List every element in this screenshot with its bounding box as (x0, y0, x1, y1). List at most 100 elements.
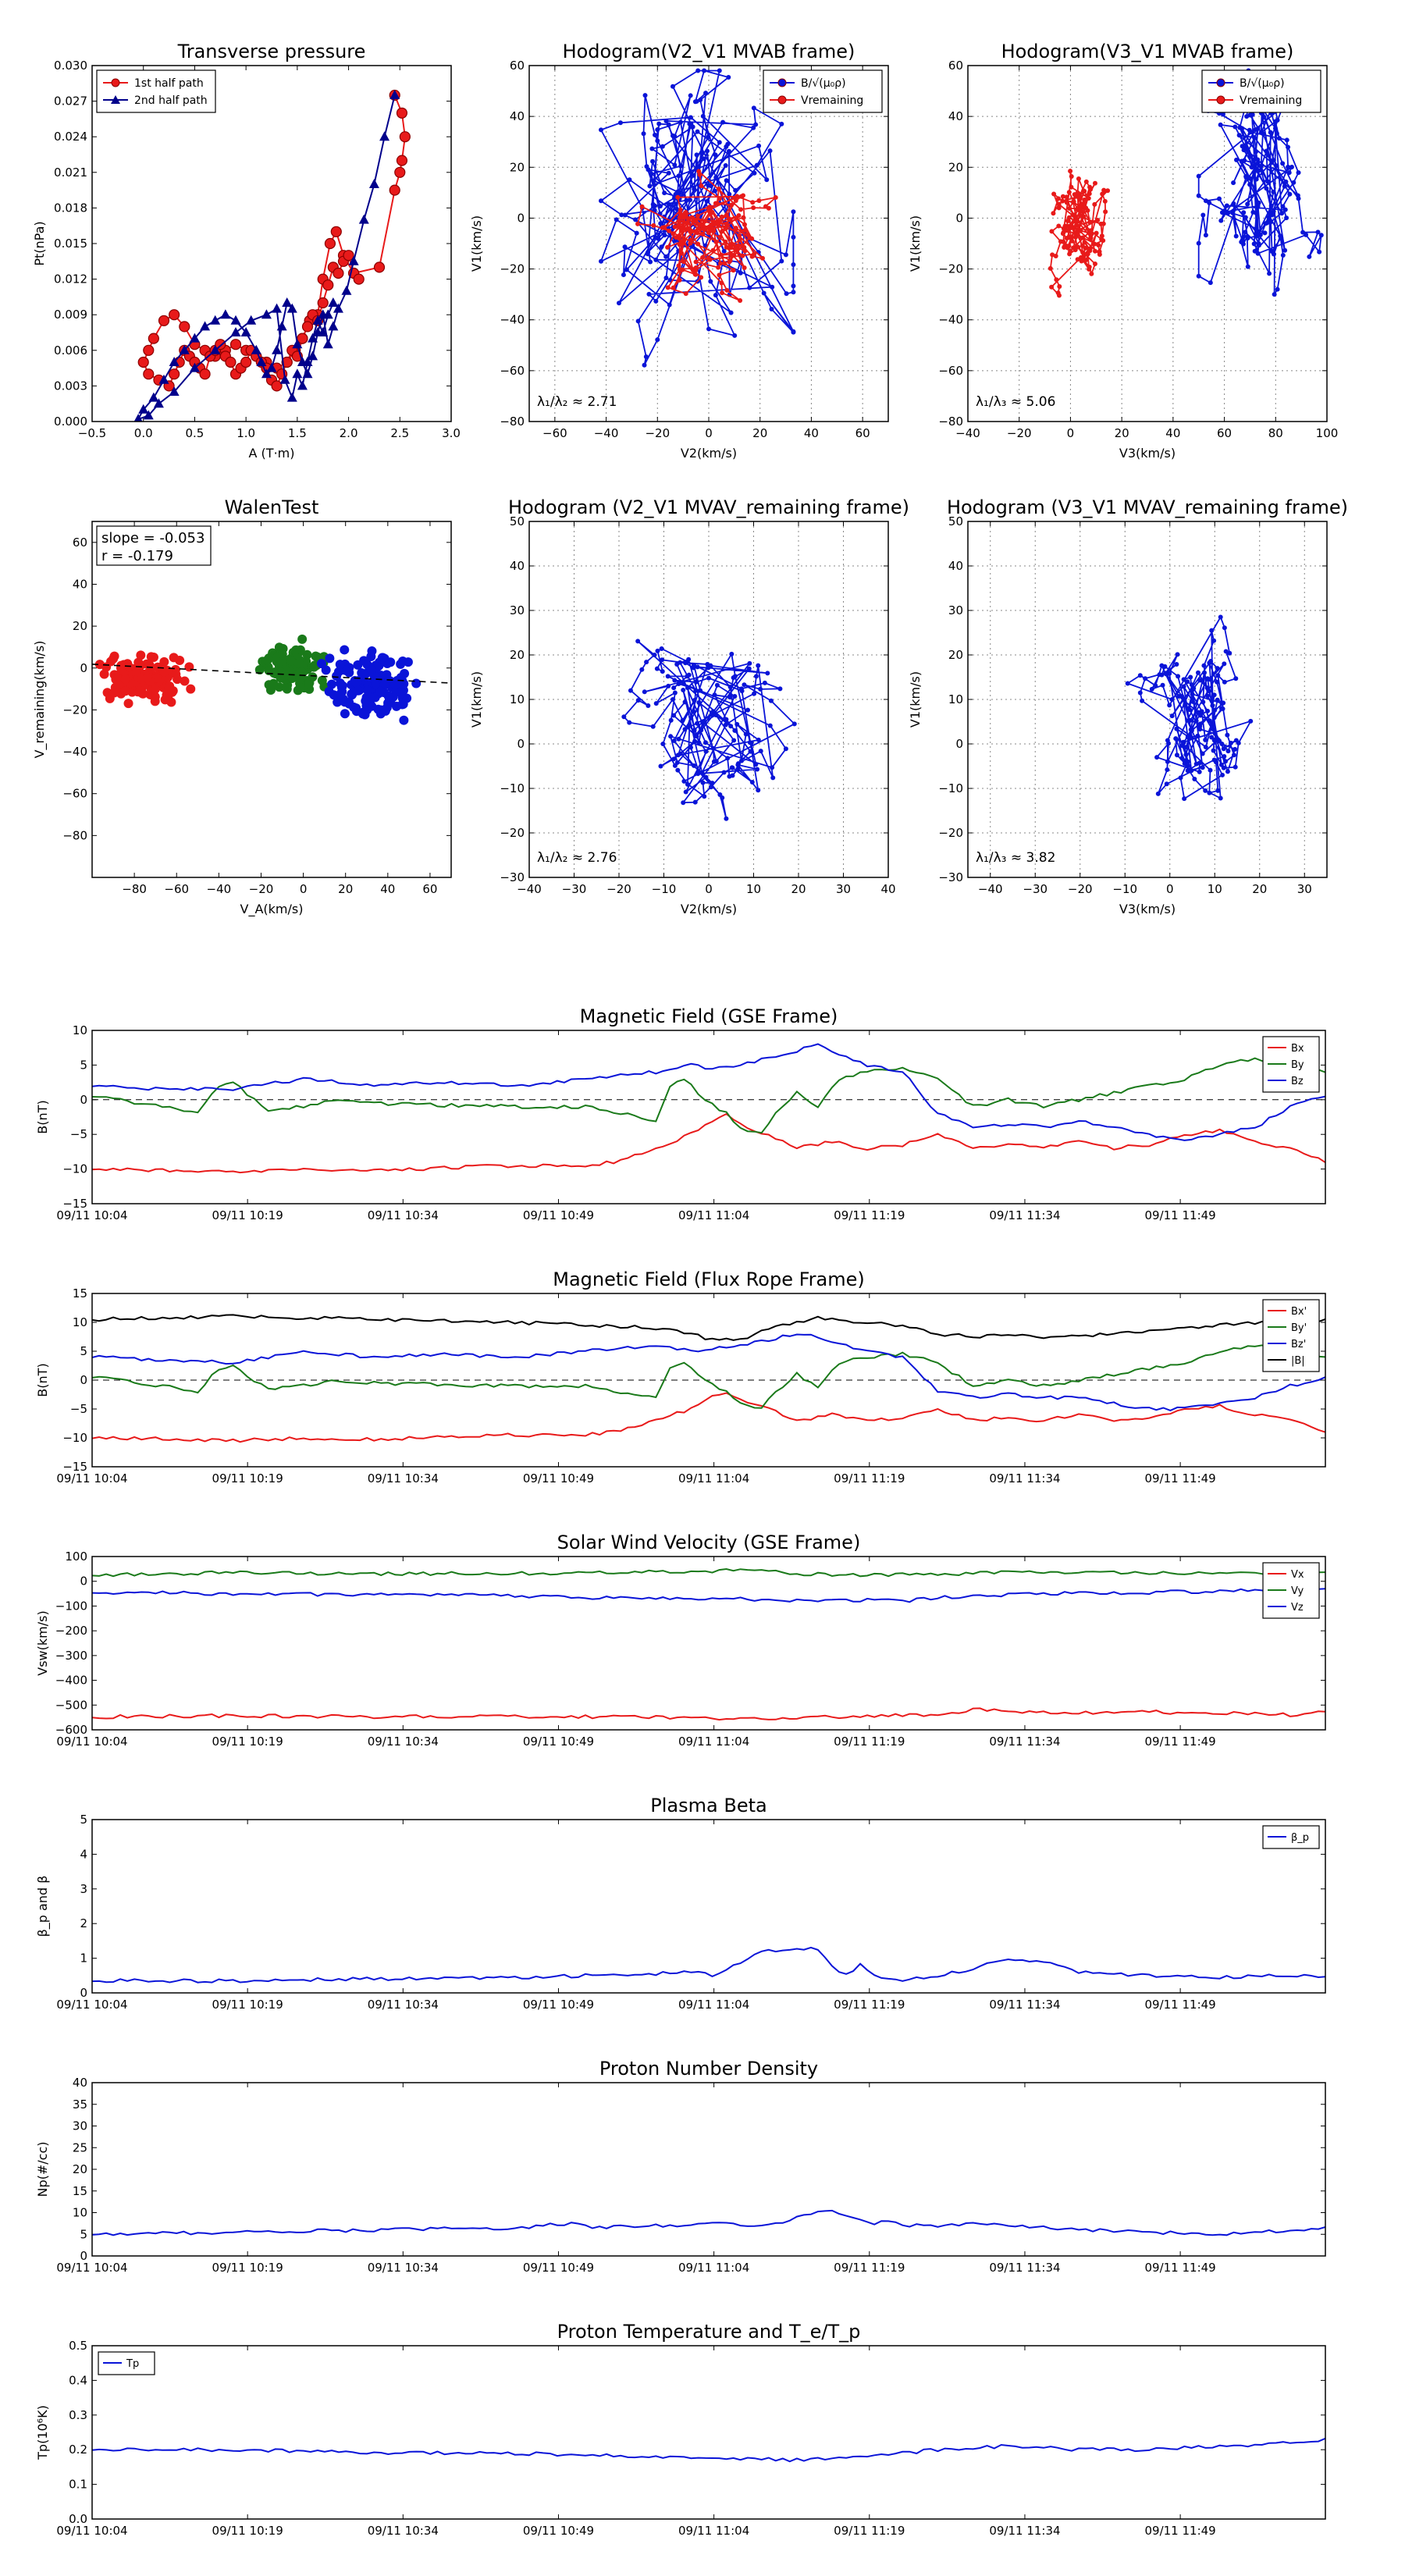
data-point (678, 119, 683, 125)
data-point (1245, 264, 1250, 269)
legend-entry: Bz (1291, 1076, 1304, 1087)
y-tick-label: 0 (80, 661, 87, 675)
data-point (1195, 733, 1200, 738)
data-point (699, 728, 704, 733)
data-point (695, 129, 700, 134)
data-point (727, 685, 733, 690)
data-point (705, 198, 710, 204)
data-point (627, 177, 632, 183)
plot-area (92, 2083, 1325, 2256)
data-point (770, 775, 776, 781)
data-point (295, 682, 305, 692)
data-point (1248, 718, 1254, 724)
x-tick-label: 09/11 11:34 (989, 1471, 1060, 1485)
data-point (783, 252, 788, 258)
y-tick-label: 0.027 (54, 94, 87, 109)
data-point (692, 698, 697, 703)
x-tick-label: −40 (207, 882, 232, 896)
data-point (1211, 638, 1217, 643)
data-point (264, 680, 274, 690)
data-point (678, 660, 683, 665)
data-point (791, 290, 796, 295)
data-point (1062, 244, 1067, 250)
data-point (692, 763, 697, 768)
data-point (1182, 796, 1187, 802)
data-point (1289, 164, 1294, 169)
x-tick-label: 0 (705, 426, 713, 440)
data-point (683, 291, 688, 297)
data-point (635, 221, 640, 226)
data-point (1154, 755, 1160, 760)
data-point (123, 699, 133, 709)
data-point (763, 204, 768, 209)
data-point (717, 68, 722, 73)
data-point (348, 255, 359, 265)
data-point (702, 794, 707, 799)
data-point (1209, 726, 1215, 731)
data-point (1315, 229, 1321, 235)
y-tick-label: −80 (938, 415, 963, 429)
data-point (137, 356, 149, 368)
data-point (1266, 215, 1272, 220)
data-point (1087, 246, 1093, 251)
data-point (389, 90, 400, 99)
data-point (705, 148, 710, 154)
series-b-field (1125, 614, 1254, 802)
y-tick-label: 35 (73, 2097, 87, 2112)
data-point (732, 728, 738, 733)
data-point (1232, 746, 1238, 752)
data-point (1256, 241, 1261, 246)
data-point (1222, 661, 1227, 667)
y-axis-label: Tp(10⁶K) (35, 2405, 50, 2460)
data-point (1205, 693, 1211, 699)
data-point (724, 222, 729, 227)
y-axis-label: B(nT) (35, 1100, 50, 1133)
data-point (113, 680, 123, 690)
data-point (1212, 707, 1218, 713)
data-point (710, 745, 716, 751)
legend-box (1201, 69, 1321, 113)
data-point (1166, 741, 1172, 746)
data-point (670, 133, 675, 138)
x-tick-label: 09/11 11:34 (989, 1998, 1060, 2012)
y-tick-label: −20 (500, 262, 525, 276)
data-point (666, 122, 671, 127)
data-point (1184, 744, 1190, 749)
data-point (724, 717, 729, 722)
data-point (1081, 214, 1087, 219)
data-point (1169, 697, 1175, 702)
data-point (1101, 187, 1107, 193)
data-point (1203, 744, 1208, 749)
x-tick-label: 20 (1252, 882, 1267, 896)
data-point (693, 259, 699, 265)
y-tick-label: 0 (80, 2249, 87, 2263)
data-point (1165, 759, 1170, 764)
data-point (680, 717, 685, 723)
data-point (676, 219, 681, 224)
data-point (1268, 219, 1274, 225)
data-point (741, 215, 746, 220)
chart-title: Hodogram(V3_V1 MVAB frame) (1001, 41, 1294, 62)
data-point (399, 715, 409, 725)
series-by (92, 1057, 1325, 1134)
data-point (670, 285, 676, 290)
x-tick-label: 09/11 11:04 (678, 2261, 749, 2275)
data-point (724, 178, 729, 183)
data-point (674, 206, 679, 212)
y-tick-label: 1 (80, 1952, 87, 1966)
data-point (1060, 194, 1065, 199)
data-point (286, 303, 297, 313)
data-point (340, 645, 350, 655)
chart-np: 09/11 10:04 09/11 10:19 09/11 10:34 09/11 1… (35, 2058, 1326, 2275)
x-tick-label: −10 (652, 882, 677, 896)
data-point (168, 686, 178, 696)
data-point (660, 742, 666, 746)
plot-border (91, 1293, 1326, 1468)
data-point (333, 667, 343, 677)
data-point (641, 131, 646, 137)
data-point (1090, 241, 1096, 247)
data-point (1060, 198, 1065, 204)
data-point (1099, 233, 1104, 239)
data-point (1088, 187, 1094, 192)
data-point (1200, 765, 1205, 770)
